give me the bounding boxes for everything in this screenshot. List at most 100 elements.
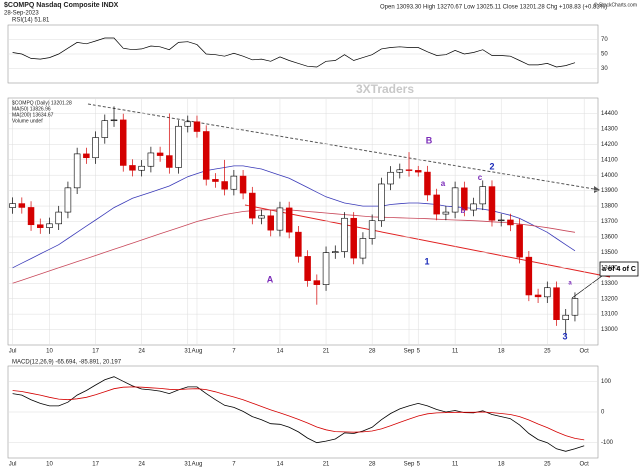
candle-body — [571, 298, 579, 316]
candle-body — [184, 121, 192, 127]
macd-label: MACD(12,26,9) -65.694, -85.891, 20.197 — [12, 360, 122, 366]
legend-entry: $COMPQ (Daily) 13201.28 — [12, 100, 72, 106]
candle-body — [516, 224, 523, 258]
annotation: A — [267, 274, 274, 284]
candle-body — [166, 155, 173, 168]
x-tick-label: 14 — [277, 462, 284, 468]
candle-body — [433, 194, 440, 215]
y-tick-label: 14400 — [601, 111, 618, 117]
annotation: a — [441, 179, 446, 188]
chart-title: $COMPQ Nasdaq Composite INDX — [4, 2, 119, 9]
y-tick-label: -100 — [601, 440, 614, 446]
candle-body — [322, 252, 330, 285]
candle-body — [562, 314, 569, 320]
candle-body — [525, 256, 533, 296]
y-tick-label: 13400 — [601, 265, 618, 271]
x-tick-label: 10 — [46, 462, 53, 468]
candle-body — [239, 175, 247, 194]
candle-body — [534, 294, 542, 298]
candle-body — [276, 207, 284, 231]
y-tick-label: 13500 — [601, 250, 618, 256]
x-tick-label: 14 — [277, 349, 284, 355]
candle-body — [451, 187, 459, 213]
candle-body — [258, 215, 265, 219]
annotation: b — [461, 206, 466, 215]
candle-body — [313, 280, 321, 285]
annotation: a of 4 of C — [602, 266, 636, 273]
x-tick-label: Jul — [9, 462, 17, 468]
y-tick-label: 0 — [601, 410, 605, 416]
candle-body — [119, 119, 127, 166]
x-tick-label: 21 — [323, 349, 330, 355]
callout-box — [599, 261, 639, 277]
candle-body — [544, 287, 551, 298]
candle-body — [212, 179, 219, 182]
x-tick-label: 18 — [498, 349, 505, 355]
y-tick-label: 70 — [601, 37, 608, 43]
candle-body — [424, 171, 431, 196]
candle-body — [470, 203, 477, 211]
y-tick-label: 13600 — [601, 235, 618, 241]
candle-body — [193, 121, 201, 132]
candle-body — [129, 165, 136, 171]
annotation: 3 — [562, 331, 567, 341]
annotation: a — [568, 281, 572, 287]
x-tick-label: 17 — [92, 349, 99, 355]
candle-body — [110, 119, 118, 122]
x-tick-label: 28 — [369, 349, 376, 355]
y-tick-label: 14200 — [601, 142, 618, 148]
x-tick-label: 17 — [92, 462, 99, 468]
y-tick-label: 13200 — [601, 296, 618, 302]
candle-body — [175, 125, 182, 168]
candle-body — [27, 207, 35, 226]
candle-body — [73, 153, 81, 189]
annotation: 2 — [489, 161, 494, 171]
x-tick-label: Oct — [580, 462, 590, 468]
candle-body — [304, 256, 311, 281]
y-tick-label: 14100 — [601, 157, 618, 163]
candle-body — [442, 211, 450, 215]
x-tick-label: Jul — [9, 349, 17, 355]
candle-body — [285, 207, 293, 233]
candle-body — [101, 120, 109, 138]
x-tick-label: 24 — [138, 349, 145, 355]
y-tick-label: 13900 — [601, 188, 618, 194]
candle-body — [359, 238, 367, 259]
candle-body — [138, 165, 145, 171]
x-tick-label: 5 — [417, 349, 421, 355]
candle-body — [156, 152, 164, 156]
credit: © StockCharts.com — [594, 1, 637, 8]
y-tick-label: 14300 — [601, 126, 618, 132]
x-tick-label: Aug — [192, 462, 203, 468]
y-tick-label: 30 — [601, 66, 608, 72]
chart-date: 28-Sep-2023 — [4, 11, 39, 17]
y-tick-label: 14000 — [601, 173, 618, 179]
x-tick-label: 24 — [138, 462, 145, 468]
candle-body — [332, 251, 339, 253]
macd-line — [12, 386, 585, 441]
x-tick-label: 10 — [46, 349, 53, 355]
candle-body — [37, 224, 44, 228]
x-tick-label: Sep — [404, 462, 415, 468]
candle-body — [55, 211, 62, 225]
macd-line — [12, 376, 585, 452]
legend-entry: MA(200) 13634.67 — [12, 112, 54, 118]
y-tick-label: 13800 — [601, 204, 618, 210]
x-tick-label: Aug — [192, 349, 203, 355]
candle-body — [461, 187, 468, 211]
rsi-label: RSI(14) 51.81 — [12, 18, 50, 24]
candle-body — [295, 231, 302, 257]
x-tick-label: 28 — [369, 462, 376, 468]
candle-body — [553, 287, 560, 320]
annotation: 1 — [424, 256, 429, 266]
y-tick-label: 13100 — [601, 312, 618, 318]
candle-body — [18, 203, 26, 208]
x-tick-label: 25 — [544, 349, 551, 355]
x-tick-label: 5 — [417, 462, 421, 468]
moving-average — [12, 209, 576, 284]
candle-body — [249, 192, 256, 219]
candle-body — [488, 186, 496, 221]
x-tick-label: 7 — [232, 462, 236, 468]
candle-body — [396, 169, 404, 173]
